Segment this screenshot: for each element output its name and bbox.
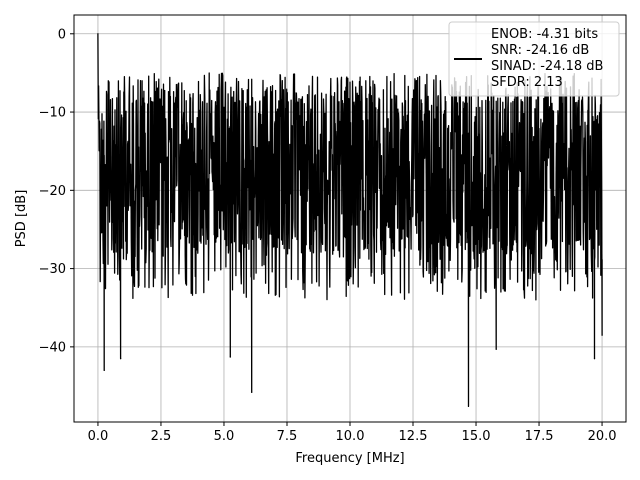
y-tick-label: −30 [39,262,66,277]
y-tick-label: 0 [58,27,66,42]
legend-sfdr: SFDR: 2.13 [491,75,563,90]
y-tick-label: −10 [39,106,66,121]
psd-line [97,33,603,407]
x-tick-label: 12.5 [399,429,428,444]
x-tick-label: 20.0 [588,429,617,444]
psd-extreme-point [467,405,470,407]
x-tick-label: 7.5 [277,429,298,444]
psd-extreme-point [495,348,497,350]
x-tick-label: 5.0 [214,429,235,444]
psd-extreme-point [601,334,603,336]
psd-extreme-point [251,391,253,393]
x-axis-label: Frequency [MHz] [295,451,404,466]
x-tick-label: 2.5 [151,429,172,444]
x-tick-label: 15.0 [462,429,491,444]
psd-series [97,33,603,407]
psd-extreme-point [97,33,99,35]
psd-extreme-point [593,358,596,360]
legend-enob: ENOB: -4.31 bits [491,27,598,42]
y-tick-label: −40 [39,340,66,355]
y-axis-label: PSD [dB] [14,190,29,248]
x-tick-label: 0.0 [88,429,109,444]
y-tick-label: −20 [39,184,66,199]
legend: ENOB: -4.31 bits SNR: -24.16 dB SINAD: -… [448,21,620,97]
psd-extreme-point [120,358,122,360]
psd-extreme-point [229,356,231,358]
y-axis-ticks: 0 −10 −20 −30 −40 [39,27,74,355]
x-tick-label: 10.0 [336,429,365,444]
psd-extreme-point [103,369,105,371]
legend-snr: SNR: -24.16 dB [491,43,589,58]
x-axis-ticks: 0.0 2.5 5.0 7.5 10.0 12.5 15.0 17.5 20.0 [88,422,617,444]
x-tick-label: 17.5 [525,429,554,444]
legend-sinad: SINAD: -24.18 dB [491,59,603,74]
legend-box [448,21,620,97]
